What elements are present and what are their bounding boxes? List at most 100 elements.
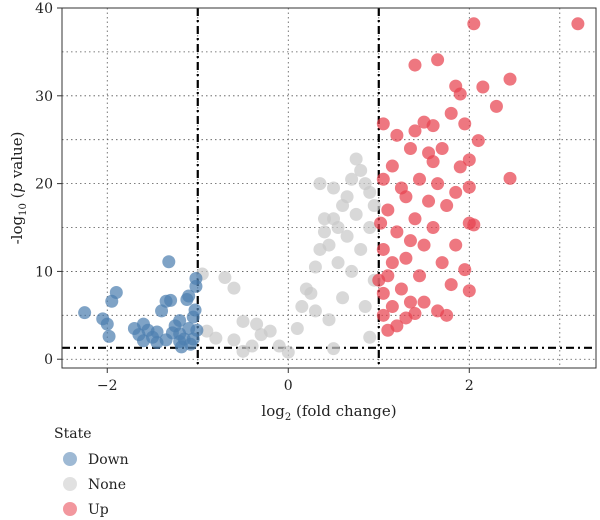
x-axis-title: log2 (fold change) (261, 402, 396, 423)
point-up (462, 180, 476, 194)
point-up (503, 171, 517, 185)
point-none (336, 291, 350, 305)
point-up (376, 117, 390, 131)
data-points (78, 17, 585, 359)
point-up (458, 117, 472, 131)
point-up (376, 172, 390, 186)
point-up (571, 17, 585, 31)
point-up (413, 172, 427, 186)
point-up (467, 218, 481, 232)
point-none (236, 314, 250, 328)
point-none (345, 264, 359, 278)
point-none (327, 342, 341, 356)
point-none (358, 300, 372, 314)
point-up (435, 256, 449, 270)
point-down (173, 335, 187, 349)
point-none (349, 207, 363, 221)
point-none (363, 330, 377, 344)
point-none (250, 317, 264, 331)
point-none (295, 300, 309, 314)
y-tick-label: 10 (35, 264, 53, 280)
y-axis-title: -log10 (p value) (8, 132, 29, 245)
point-up (435, 141, 449, 155)
point-up (390, 225, 404, 239)
point-up (374, 216, 388, 230)
x-axis-title-rest: (fold change) (291, 402, 396, 420)
point-down (190, 323, 204, 337)
point-up (403, 141, 417, 155)
point-up (462, 284, 476, 298)
point-up (399, 251, 413, 265)
point-none (367, 199, 381, 213)
point-up (403, 295, 417, 309)
y-tick-label: 20 (35, 177, 53, 193)
point-up (390, 128, 404, 142)
point-down (184, 337, 198, 351)
point-none (317, 212, 331, 226)
legend-label-up: Up (88, 502, 109, 518)
point-down (165, 326, 179, 340)
point-up (376, 308, 390, 322)
point-up (399, 190, 413, 204)
x-tick-label: 0 (284, 378, 293, 394)
point-up (453, 160, 467, 174)
point-none (317, 225, 331, 239)
point-up (440, 199, 454, 213)
point-up (399, 311, 413, 325)
point-up (422, 146, 436, 160)
legend-swatch-up (63, 502, 77, 516)
point-up (444, 106, 458, 120)
point-up (431, 177, 445, 191)
point-up (462, 153, 476, 167)
series-none (195, 152, 381, 359)
x-tick-label: −2 (97, 378, 118, 394)
y-axis-title-rest: value) (8, 132, 26, 183)
y-tick-label: 40 (35, 1, 53, 17)
point-none (227, 281, 241, 295)
point-up (385, 300, 399, 314)
point-up (390, 319, 404, 333)
point-up (449, 185, 463, 199)
point-none (354, 163, 368, 177)
point-none (236, 344, 250, 358)
point-up (385, 256, 399, 270)
point-none (227, 333, 241, 347)
point-up (449, 238, 463, 252)
y-axis-title-p: p (8, 183, 26, 193)
point-down (189, 271, 203, 285)
point-up (417, 115, 431, 129)
y-axis-title-open: ( (8, 193, 26, 204)
point-none (363, 221, 377, 235)
point-none (313, 177, 327, 191)
point-up (408, 58, 422, 72)
point-down (78, 306, 92, 320)
point-up (385, 159, 399, 173)
legend-swatch-down (63, 452, 77, 466)
point-up (489, 99, 503, 113)
point-up (372, 273, 386, 287)
point-down (102, 329, 116, 343)
point-down (155, 304, 169, 318)
point-up (422, 194, 436, 208)
legend-label-none: None (88, 477, 126, 493)
point-none (254, 328, 268, 342)
x-axis-title-main: log (261, 402, 285, 420)
point-up (417, 238, 431, 252)
point-none (354, 242, 368, 256)
point-none (349, 152, 363, 166)
point-up (431, 304, 445, 318)
point-up (394, 282, 408, 296)
point-up (408, 212, 422, 226)
point-down (173, 314, 187, 328)
point-up (426, 221, 440, 235)
point-none (331, 221, 345, 235)
point-down (136, 334, 150, 348)
point-none (304, 286, 318, 300)
point-up (431, 53, 445, 67)
point-up (403, 234, 417, 248)
point-up (376, 286, 390, 300)
legend-swatch-none (63, 477, 77, 491)
point-none (363, 185, 377, 199)
